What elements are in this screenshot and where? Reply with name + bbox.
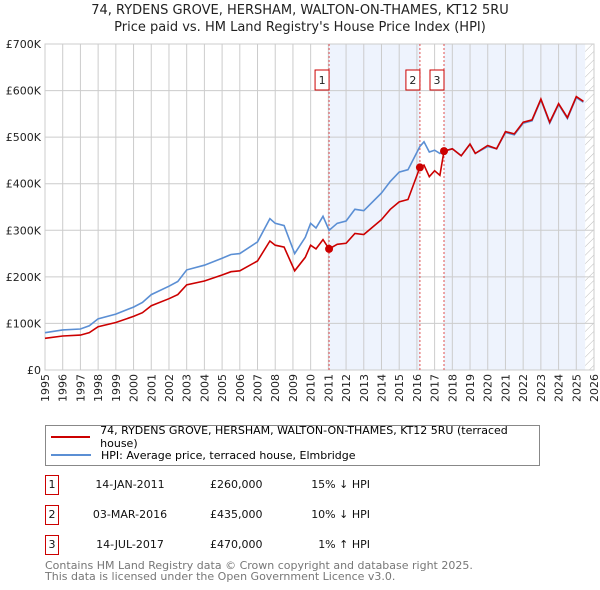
x-tick-label: 2015 bbox=[393, 374, 406, 402]
footer: Contains HM Land Registry data © Crown c… bbox=[45, 560, 473, 582]
sale-row: 1 14-JAN-2011 £260,000 15% ↓ HPI bbox=[45, 475, 375, 495]
sale-row: 3 14-JUL-2017 £470,000 1% ↑ HPI bbox=[45, 535, 375, 555]
x-tick-label: 2013 bbox=[358, 374, 371, 402]
x-tick-label: 2024 bbox=[553, 374, 566, 402]
footer-line-1: Contains HM Land Registry data © Crown c… bbox=[45, 559, 473, 572]
x-tick-label: 2026 bbox=[588, 374, 600, 402]
sale-row: 2 03-MAR-2016 £435,000 10% ↓ HPI bbox=[45, 505, 375, 525]
y-tick-label: £600K bbox=[6, 85, 42, 98]
plot-area: 1995 1996 1997 1998 1999 2000 2001 2002 2003 2004… bbox=[6, 38, 600, 402]
x-tick-label: 2004 bbox=[198, 374, 211, 402]
sale-label-box bbox=[405, 69, 421, 91]
sale-number-badge: 1 bbox=[45, 475, 59, 495]
sale-price: £435,000 bbox=[210, 508, 263, 521]
x-tick-label: 2008 bbox=[269, 374, 282, 402]
x-tick-label: 2025 bbox=[570, 374, 583, 402]
sale-hpi-diff: 10% ↓ HPI bbox=[311, 508, 370, 521]
x-tick-label: 2017 bbox=[429, 374, 442, 402]
x-tick-label: 1999 bbox=[110, 374, 123, 402]
sale-price: £470,000 bbox=[210, 538, 263, 551]
chart-title: 74, RYDENS GROVE, HERSHAM, WALTON-ON-THA… bbox=[91, 3, 509, 18]
x-tick-label: 2002 bbox=[163, 374, 176, 402]
x-tick-label: 2007 bbox=[252, 374, 265, 402]
sale-label-box bbox=[429, 69, 445, 91]
x-tick-label: 1995 bbox=[39, 374, 52, 402]
sale-number-badge: 2 bbox=[45, 505, 59, 525]
y-tick-label: £500K bbox=[6, 131, 42, 144]
price-paid-line bbox=[44, 95, 584, 340]
x-tick-label: 2014 bbox=[375, 374, 388, 402]
x-tick-label: 2003 bbox=[181, 374, 194, 402]
sale-hpi-diff: 1% ↑ HPI bbox=[318, 538, 370, 551]
x-tick-label: 2022 bbox=[517, 374, 530, 402]
x-tick-label: 2005 bbox=[216, 374, 229, 402]
x-tick-label: 2021 bbox=[499, 374, 512, 402]
x-tick-label: 2016 bbox=[411, 374, 424, 402]
sale-point bbox=[439, 147, 448, 156]
shaded-ownership-period bbox=[329, 44, 420, 370]
plot-border bbox=[44, 43, 595, 371]
sale-label-number: 2 bbox=[409, 74, 416, 87]
x-tick-label: 2000 bbox=[128, 374, 141, 402]
y-tick-label: £700K bbox=[6, 38, 42, 51]
x-tick-label: 2019 bbox=[464, 374, 477, 402]
legend-swatch-blue bbox=[51, 454, 91, 456]
shaded-ownership-period bbox=[443, 44, 586, 370]
future-hatch bbox=[585, 44, 594, 370]
x-tick-label: 2009 bbox=[287, 374, 300, 402]
legend-swatch-red bbox=[51, 436, 91, 438]
x-tick-label: 2018 bbox=[446, 374, 459, 402]
x-tick-label: 2006 bbox=[234, 374, 247, 402]
legend-item-price-paid: 74, RYDENS GROVE, HERSHAM, WALTON-ON-THA… bbox=[51, 424, 539, 450]
legend-label: 74, RYDENS GROVE, HERSHAM, WALTON-ON-THA… bbox=[100, 424, 508, 450]
x-tick-label: 1997 bbox=[74, 374, 87, 402]
x-tick-label: 2020 bbox=[482, 374, 495, 402]
x-tick-label: 2001 bbox=[145, 374, 158, 402]
sale-label-box bbox=[314, 69, 330, 91]
sale-number-badge: 3 bbox=[45, 535, 59, 555]
sale-date: 03-MAR-2016 bbox=[92, 508, 168, 521]
legend: 74, RYDENS GROVE, HERSHAM, WALTON-ON-THA… bbox=[45, 424, 540, 466]
x-tick-label: 1996 bbox=[57, 374, 70, 402]
x-tick-label: 2011 bbox=[322, 374, 335, 402]
x-tick-label: 2012 bbox=[340, 374, 353, 402]
sale-date: 14-JAN-2011 bbox=[95, 478, 165, 491]
x-tick-label: 1998 bbox=[92, 374, 105, 402]
sale-price: £260,000 bbox=[210, 478, 263, 491]
sale-label-number: 3 bbox=[433, 74, 440, 87]
sale-hpi-diff: 15% ↓ HPI bbox=[311, 478, 370, 491]
y-tick-label: £0 bbox=[27, 364, 41, 377]
sale-date: 14-JUL-2017 bbox=[96, 538, 164, 551]
sale-label-number: 1 bbox=[319, 74, 326, 87]
y-tick-label: £100K bbox=[6, 317, 42, 330]
sale-point bbox=[415, 163, 424, 172]
y-tick-label: £200K bbox=[6, 271, 42, 284]
legend-item-hpi: HPI: Average price, terraced house, Elmb… bbox=[51, 447, 356, 463]
legend-label: HPI: Average price, terraced house, Elmb… bbox=[101, 448, 356, 462]
y-tick-label: £400K bbox=[6, 178, 42, 191]
chart-subtitle: Price paid vs. HM Land Registry's House … bbox=[114, 20, 486, 35]
sale-point bbox=[325, 244, 334, 253]
x-tick-label: 2023 bbox=[535, 374, 548, 402]
x-tick-label: 2010 bbox=[305, 374, 318, 402]
footer-line-2: This data is licensed under the Open Gov… bbox=[45, 570, 396, 583]
y-tick-label: £300K bbox=[6, 224, 42, 237]
